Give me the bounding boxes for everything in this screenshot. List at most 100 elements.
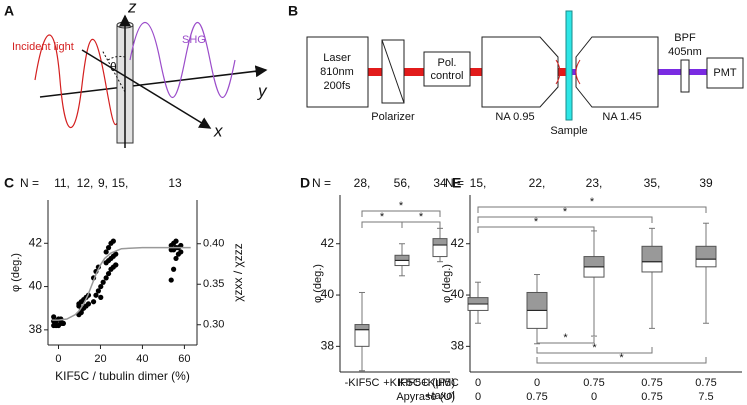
filter-box xyxy=(680,59,690,93)
box-lower xyxy=(526,309,548,329)
x-tick-label: 20 xyxy=(94,353,106,365)
significance-label: * xyxy=(380,211,385,223)
z-label: z xyxy=(127,0,137,16)
significance-label: * xyxy=(399,200,404,212)
y2-tick-label: 0.30 xyxy=(203,319,224,331)
theta-label: θ xyxy=(110,60,117,74)
significance-label: * xyxy=(563,332,568,344)
y-tick-label: 42 xyxy=(29,235,43,249)
panel-label: D xyxy=(300,175,310,191)
box-upper xyxy=(583,256,605,268)
n-prefix: N = xyxy=(312,176,331,190)
box-upper xyxy=(432,238,448,246)
n-label: 22, xyxy=(529,176,546,190)
objective1-label: NA 0.95 xyxy=(495,111,534,123)
y-tick-label: 42 xyxy=(321,236,335,250)
laser-label: 200fs xyxy=(324,80,351,92)
n-label: 56, xyxy=(394,176,411,190)
n-label: 35, xyxy=(644,176,661,190)
significance-label: * xyxy=(619,352,624,364)
data-point xyxy=(168,277,174,283)
sample-label: Sample xyxy=(550,125,587,137)
polarizer-label: Polarizer xyxy=(371,111,415,123)
data-point xyxy=(93,292,99,298)
y-tick-label: 40 xyxy=(29,279,43,293)
y2-tick-label: 0.40 xyxy=(203,238,224,250)
laser-box xyxy=(306,36,369,108)
pol-control-box xyxy=(423,51,471,87)
data-point xyxy=(113,262,119,268)
data-point xyxy=(178,249,184,255)
box-upper xyxy=(695,245,717,260)
data-point xyxy=(98,283,104,290)
lens1 xyxy=(555,59,561,85)
x-tick-label: +KIF5C xyxy=(421,377,459,389)
data-point xyxy=(60,320,66,326)
box-lower xyxy=(432,244,448,258)
shg-wave xyxy=(129,22,236,98)
data-point xyxy=(105,270,112,277)
shg-label: SHG xyxy=(182,34,206,46)
filter-label: 405nm xyxy=(668,46,702,58)
x-tick-label: 0 xyxy=(534,377,540,389)
n-label: 15, xyxy=(470,176,487,190)
data-point xyxy=(103,249,109,255)
objective2 xyxy=(575,36,659,108)
sample-slide xyxy=(565,10,573,121)
significance-bracket xyxy=(361,210,441,217)
box-lower xyxy=(394,259,410,267)
significance-label: * xyxy=(592,342,597,354)
x-tick-label: 0 xyxy=(591,391,597,403)
x-tick-label: -KIF5C xyxy=(345,377,380,389)
box-lower xyxy=(467,303,489,311)
laser-label: Laser xyxy=(323,52,351,64)
significance-label: * xyxy=(419,211,424,223)
n-label: 13 xyxy=(168,176,182,190)
angle-arc xyxy=(107,55,126,61)
significance-bracket xyxy=(401,221,441,228)
panel-b-diagram: Laser 810nm 200fs Polarizer Pol. control… xyxy=(306,10,744,137)
significance-bracket xyxy=(536,347,653,354)
data-point xyxy=(95,288,101,294)
x-tick-label: 60 xyxy=(178,353,190,365)
box-upper xyxy=(526,291,548,311)
fit-curve xyxy=(52,246,191,321)
x-axis-arrow xyxy=(81,49,212,129)
box-lower xyxy=(695,258,717,268)
row-label: KIF5C (μM) xyxy=(398,377,455,389)
x-tick-label: 40 xyxy=(136,353,148,365)
x-tick-label: 0.75 xyxy=(641,377,662,389)
significance-label: * xyxy=(563,206,568,218)
laser-label: 810nm xyxy=(320,66,354,78)
pol-control-label: control xyxy=(430,70,463,82)
panel-a-diagram: z y x θ Incident light SHG xyxy=(12,0,268,148)
x-tick-label: 0.75 xyxy=(526,391,547,403)
significance-bracket xyxy=(477,216,653,223)
panel-label: A xyxy=(4,3,14,19)
incident-wave xyxy=(34,34,126,129)
x-tick-label: +KIF5C xyxy=(383,377,421,389)
incident-label: Incident light xyxy=(12,41,74,53)
y-axis-arrow xyxy=(39,65,268,98)
data-point xyxy=(100,279,106,285)
data-point xyxy=(90,299,97,305)
pol-control-label: Pol. xyxy=(438,57,457,69)
n-label: 9, xyxy=(98,176,108,190)
significance-label: * xyxy=(590,196,595,208)
box-upper xyxy=(354,324,370,331)
data-point xyxy=(171,266,177,272)
detector-label: PMT xyxy=(713,67,737,79)
data-point xyxy=(103,275,109,281)
filter-label: BPF xyxy=(674,32,696,44)
significance-bracket xyxy=(477,226,595,233)
panel-label: B xyxy=(288,3,298,19)
significance-label: * xyxy=(534,216,539,228)
x-tick-label: 0 xyxy=(475,391,481,403)
box-lower xyxy=(354,329,370,347)
x-axis-label: KIF5C / tubulin dimer (%) xyxy=(55,369,190,383)
x-tick-label: 0.75 xyxy=(641,391,662,403)
n-label: 11, xyxy=(54,176,70,190)
y2-axis-label: χzxx / χzzz xyxy=(231,243,245,302)
n-prefix: N = xyxy=(445,176,464,190)
n-label: 12, xyxy=(77,176,94,190)
